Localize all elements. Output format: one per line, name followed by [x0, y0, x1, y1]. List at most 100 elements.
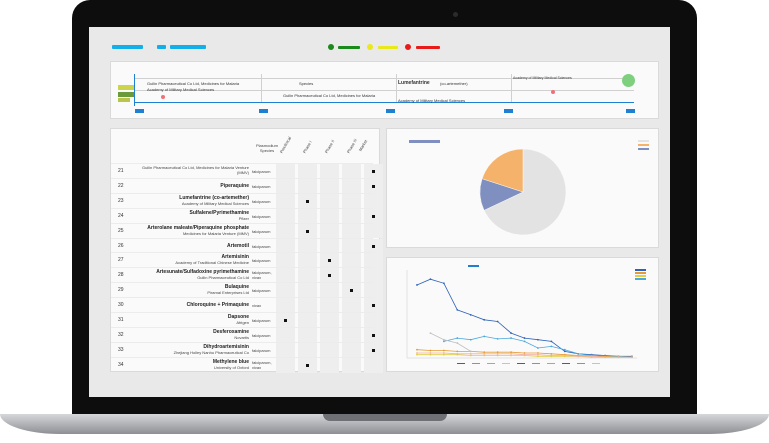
series-point[interactable] [550, 340, 553, 343]
species-value: falciparum [252, 213, 271, 219]
row-number: 29 [118, 287, 124, 294]
table-row[interactable]: 21 Guilin Pharmaceutical Co Ltd, Medicine… [111, 163, 383, 179]
series-point[interactable] [537, 352, 539, 354]
series-point[interactable] [577, 352, 580, 355]
series-point[interactable] [429, 349, 432, 352]
series-point[interactable] [456, 352, 459, 355]
series-point[interactable] [456, 308, 459, 311]
table-row[interactable]: 27 Artemisinin Academy of Traditional Chin… [111, 252, 383, 269]
timeline-drug-suffix: (co-artemether) [440, 81, 468, 86]
series-point[interactable] [550, 354, 553, 357]
series-point[interactable] [510, 352, 512, 355]
series-point[interactable] [550, 345, 553, 348]
phase-cell [320, 223, 339, 239]
series-point[interactable] [442, 353, 445, 356]
series-point[interactable] [563, 348, 566, 351]
table-row[interactable]: 23 Lumefantrine (co-artemether) Academy of… [111, 192, 383, 209]
series-point[interactable] [483, 335, 486, 338]
timeline-handle[interactable] [386, 109, 395, 113]
series-point[interactable] [604, 356, 607, 359]
series-point[interactable] [617, 356, 620, 359]
series-point[interactable] [563, 350, 566, 353]
series-point[interactable] [510, 354, 512, 357]
series-point[interactable] [416, 352, 418, 354]
series-point[interactable] [496, 320, 499, 323]
series-point[interactable] [496, 352, 499, 355]
series-point[interactable] [442, 338, 445, 341]
series-point[interactable] [537, 347, 539, 349]
timeline-handle[interactable] [259, 109, 268, 113]
pie-slice[interactable] [481, 148, 524, 193]
series-point[interactable] [469, 338, 472, 341]
phase-cell [298, 178, 317, 194]
series-point[interactable] [469, 350, 472, 353]
series-point[interactable] [429, 353, 432, 356]
phase-cell [320, 193, 339, 209]
series-point[interactable] [496, 354, 499, 357]
series-point[interactable] [483, 351, 486, 354]
series-point[interactable] [469, 352, 472, 355]
table-row[interactable]: 24 Sulfalene/Pyrimethamine Pfizer falciparu… [111, 207, 383, 224]
series-point[interactable] [442, 349, 445, 352]
series-point[interactable] [469, 313, 472, 316]
series-point[interactable] [429, 352, 432, 354]
series-point[interactable] [429, 278, 432, 281]
series-point[interactable] [483, 352, 486, 355]
table-row[interactable]: 28 Artesunate/Sulfadoxine pyrimethamine Gu… [111, 267, 383, 284]
table-row[interactable]: 30 Chloroquine + Primaquine vivax [111, 297, 383, 313]
table-row[interactable]: 32 Desferoxamine Novartis falciparum [111, 326, 383, 343]
series-line[interactable] [430, 332, 472, 352]
series-point[interactable] [510, 337, 512, 339]
series-point[interactable] [577, 355, 580, 358]
phase-cell [364, 238, 383, 254]
series-point[interactable] [590, 355, 593, 358]
series-point[interactable] [442, 352, 445, 354]
table-row[interactable]: 29 Bulaquine Piramal Enterprises Ltd falcip… [111, 282, 383, 299]
series-point[interactable] [442, 282, 445, 285]
series-point[interactable] [523, 337, 526, 339]
table-row[interactable]: 34 Methylene blue University of Oxford falc… [111, 356, 383, 373]
series-point[interactable] [496, 338, 499, 340]
series-point[interactable] [456, 342, 459, 344]
series-point[interactable] [523, 352, 526, 354]
series-point[interactable] [510, 351, 512, 354]
table-row[interactable]: 31 Dapsone Afrigen falciparum [111, 312, 383, 328]
series-point[interactable] [483, 318, 486, 321]
series-line[interactable] [416, 278, 632, 357]
timeline-handle[interactable] [504, 109, 513, 113]
series-point[interactable] [496, 351, 499, 354]
series-point[interactable] [537, 355, 539, 358]
series-point[interactable] [510, 332, 512, 334]
series-point[interactable] [416, 284, 418, 286]
pie-slice[interactable] [483, 148, 567, 236]
phase-marker [328, 259, 331, 263]
phase-cell [320, 342, 339, 358]
series-point[interactable] [631, 356, 633, 359]
row-number: 22 [118, 182, 124, 189]
timeline-green-circle[interactable] [622, 74, 635, 87]
series-point[interactable] [416, 353, 418, 356]
series-point[interactable] [537, 338, 539, 341]
series-point[interactable] [456, 350, 459, 353]
series-point[interactable] [523, 340, 526, 343]
series-point[interactable] [563, 354, 566, 357]
phase-cell [320, 313, 339, 328]
phase-marker [372, 348, 375, 352]
series-point[interactable] [456, 337, 459, 339]
table-row[interactable]: 26 Artemotil falciparum [111, 237, 383, 254]
series-point[interactable] [469, 354, 472, 357]
series-point[interactable] [537, 353, 539, 356]
series-point[interactable] [483, 354, 486, 357]
series-point[interactable] [442, 340, 445, 343]
table-row[interactable]: 22 Piperaquine falciparum [111, 177, 383, 194]
phase-cell [342, 208, 361, 224]
table-row[interactable]: 33 Dihydroartemisinin Zhejiang Holley Nanh… [111, 341, 383, 358]
series-point[interactable] [550, 352, 553, 355]
series-point[interactable] [416, 348, 418, 351]
series-point[interactable] [523, 353, 526, 356]
table-row[interactable]: 25 Arterolane maleate/Piperaquine phospha… [111, 222, 383, 239]
timeline-handle[interactable] [626, 109, 635, 113]
series-point[interactable] [429, 332, 432, 334]
drug-name: Desferoxamine [213, 328, 249, 335]
timeline-handle[interactable] [135, 109, 144, 113]
